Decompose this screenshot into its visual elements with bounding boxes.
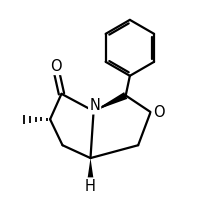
Text: O: O [153, 104, 164, 120]
Text: O: O [50, 59, 62, 74]
Polygon shape [94, 92, 127, 111]
Polygon shape [87, 158, 94, 181]
Text: H: H [85, 179, 96, 194]
Text: N: N [89, 98, 100, 113]
